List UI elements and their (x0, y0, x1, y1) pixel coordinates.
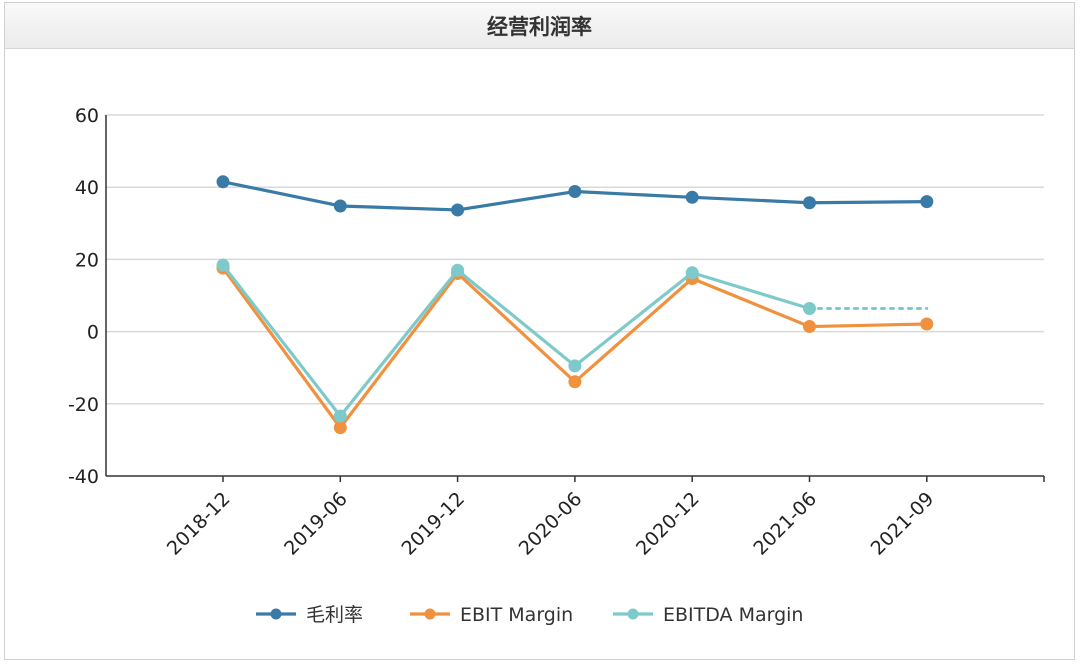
data-point[interactable] (920, 195, 934, 209)
data-point[interactable] (568, 359, 582, 373)
y-tick-label: 60 (75, 105, 99, 127)
data-point[interactable] (333, 409, 347, 423)
y-axis-tick-labels: 60 40 20 0 -20 -40 (68, 105, 99, 488)
data-point[interactable] (333, 199, 347, 213)
data-point[interactable] (451, 263, 465, 277)
x-tick-label: 2021-06 (749, 488, 821, 560)
x-tick-label: 2021-09 (867, 488, 939, 560)
legend: 毛利率 EBIT Margin EBITDA Margin (256, 604, 803, 626)
legend-label: EBITDA Margin (663, 604, 803, 626)
legend-marker (270, 608, 282, 620)
data-point[interactable] (920, 317, 934, 331)
data-point[interactable] (451, 203, 465, 217)
data-point[interactable] (568, 185, 582, 199)
y-tick-label: 40 (75, 177, 99, 199)
panel-header: 经营利润率 (5, 3, 1074, 49)
data-point[interactable] (216, 258, 230, 272)
data-point[interactable] (803, 301, 816, 315)
legend-item[interactable]: EBITDA Margin (613, 604, 803, 626)
series-line-2 (221, 264, 810, 418)
data-point[interactable] (685, 190, 699, 204)
data-point[interactable] (216, 175, 230, 189)
data-point[interactable] (333, 421, 347, 435)
legend-marker (424, 608, 436, 620)
chart-title: 经营利润率 (487, 14, 592, 39)
x-tick-label: 2019-06 (280, 488, 352, 560)
legend-label: 毛利率 (306, 604, 363, 626)
data-point[interactable] (685, 266, 699, 280)
data-point[interactable] (803, 320, 816, 334)
series-lines (216, 175, 934, 435)
x-tick-label: 2019-12 (397, 488, 469, 560)
y-tick-label: 0 (87, 322, 99, 344)
y-tick-label: 20 (75, 249, 99, 271)
data-point[interactable] (803, 196, 816, 210)
axes (105, 115, 1045, 482)
legend-label: EBIT Margin (460, 604, 573, 626)
x-tick-label: 2020-06 (515, 488, 587, 560)
x-tick-label: 2020-12 (632, 488, 704, 560)
x-axis-tick-labels: 2018-12 2019-06 2019-12 2020-06 2020-12 2021-… (163, 488, 938, 560)
legend-marker (627, 608, 639, 620)
y-tick-label: -40 (68, 466, 99, 488)
grid-lines (106, 114, 1044, 405)
data-point[interactable] (568, 375, 582, 389)
legend-item[interactable]: EBIT Margin (410, 604, 573, 626)
legend-item[interactable]: 毛利率 (256, 604, 363, 626)
y-tick-label: -20 (68, 394, 99, 416)
x-tick-label: 2018-12 (163, 488, 235, 560)
